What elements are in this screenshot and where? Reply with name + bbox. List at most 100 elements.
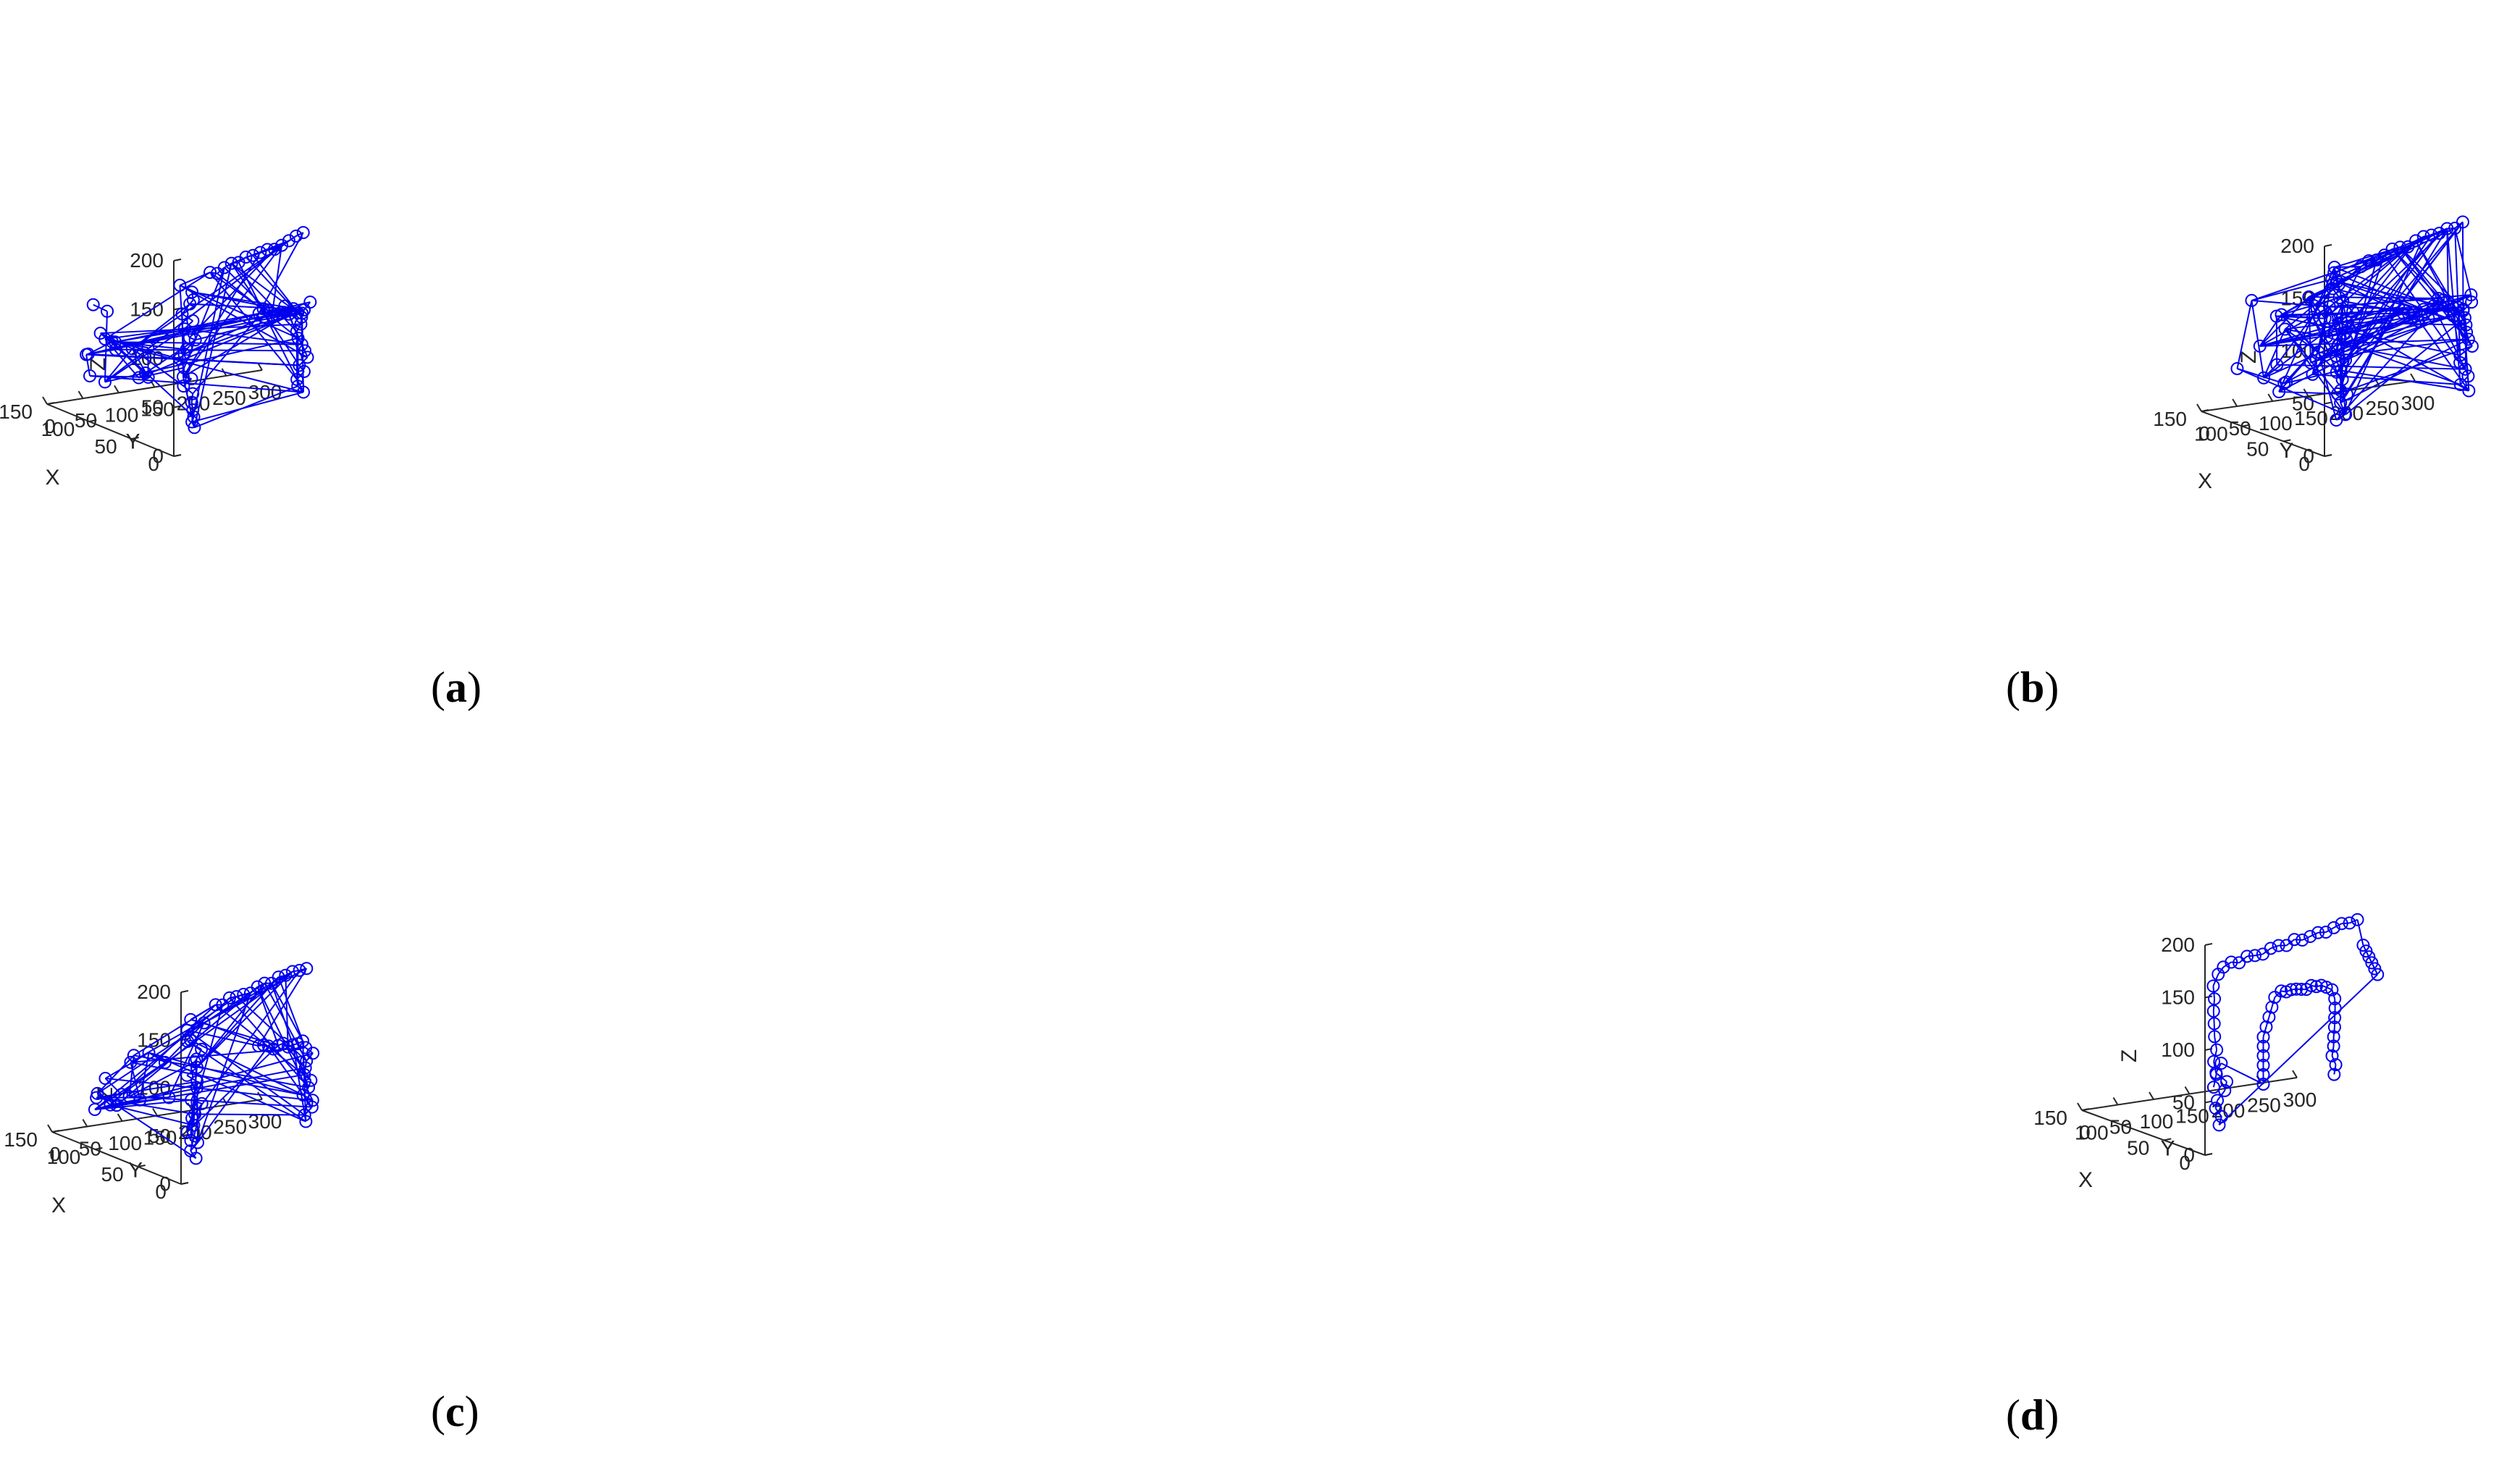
data-point-marker [2343, 916, 2356, 930]
x-tick-label: 0 [155, 1180, 167, 1203]
data-point-marker [2214, 1110, 2228, 1123]
series-segment [96, 1054, 135, 1094]
data-point-marker [2253, 339, 2267, 353]
series-segment [2335, 301, 2344, 356]
data-point-marker [2464, 288, 2478, 302]
series-segment [112, 340, 187, 351]
series-segment [295, 324, 302, 332]
data-point-marker [2280, 375, 2293, 389]
x-tick-mark [180, 1182, 189, 1185]
y-tick-label: 300 [2283, 1089, 2317, 1111]
z-tick-label: 100 [2161, 1039, 2195, 1061]
series-segment [96, 1081, 198, 1099]
data-point-marker [185, 285, 199, 299]
y-tick-label: 0 [44, 415, 56, 437]
data-point-marker [2278, 322, 2292, 336]
y-tick-label: 300 [248, 1110, 282, 1133]
x-tick-label: 100 [2194, 423, 2228, 445]
series-segment [186, 1029, 306, 1116]
series-segment [2220, 1062, 2264, 1085]
z-tick-label: 200 [2280, 235, 2314, 257]
series-segment [89, 374, 304, 393]
y-tick-label: 150 [143, 1127, 177, 1149]
x-tick-mark [46, 402, 55, 405]
y-tick-label: 100 [105, 403, 139, 426]
x-tick-mark [2164, 1138, 2172, 1141]
z-axis-label: Z [2117, 1049, 2141, 1062]
z-tick-label: 0 [2183, 1144, 2195, 1166]
data-point-marker [2401, 306, 2415, 320]
series-segment [121, 970, 293, 1095]
data-point-marker [2465, 295, 2479, 309]
data-point-marker [2304, 978, 2318, 992]
x-tick-label: 50 [2246, 437, 2269, 460]
y-axis-label: Y [128, 1159, 143, 1183]
series-markers [88, 962, 320, 1165]
z-tick-mark [2324, 244, 2332, 247]
y-tick-mark [2184, 1086, 2191, 1095]
series-segment [194, 970, 301, 1115]
data-point-marker [2319, 926, 2332, 939]
data-point-marker [268, 243, 282, 256]
series-segment [2337, 345, 2473, 395]
data-point-marker [2206, 1081, 2220, 1094]
series-segment [182, 376, 192, 379]
data-point-marker [282, 234, 295, 248]
series-segment [2333, 923, 2343, 928]
series-segment [2461, 222, 2464, 311]
series-segment [222, 997, 230, 1006]
series-segment [238, 261, 304, 393]
data-point-marker [2422, 311, 2435, 325]
data-point-marker [98, 1072, 112, 1086]
data-point-marker [188, 1107, 202, 1121]
data-point-marker [2208, 1030, 2222, 1044]
data-point-marker [2327, 920, 2340, 934]
x-tick-mark [2324, 454, 2332, 457]
y-tick-mark [42, 396, 48, 405]
data-point-marker [2416, 230, 2430, 243]
data-point-marker [295, 337, 308, 351]
data-point-marker [261, 243, 274, 256]
series-segment [190, 1018, 279, 1047]
series-segment [2333, 1065, 2337, 1075]
data-point-marker [2302, 290, 2316, 303]
data-point-marker [190, 1061, 203, 1075]
series-segment [2334, 246, 2401, 269]
data-point-marker [2230, 361, 2244, 375]
y-tick-mark [2196, 403, 2202, 412]
data-point-marker [101, 304, 114, 318]
x-tick-label: 150 [2153, 408, 2187, 430]
data-point-marker [186, 387, 200, 400]
data-point-marker [216, 998, 230, 1012]
y-axis-label: Y [2160, 1137, 2175, 1161]
series-segment [2346, 228, 2448, 395]
data-point-marker [252, 306, 266, 320]
data-point-marker [195, 1042, 209, 1056]
data-point-marker [127, 1049, 140, 1062]
y-tick-mark [2232, 398, 2238, 407]
data-point-marker [2440, 222, 2454, 235]
y-tick-label: 0 [49, 1143, 61, 1165]
data-point-marker [2459, 318, 2473, 332]
data-point-marker [114, 1088, 128, 1102]
series-segment [2337, 281, 2419, 322]
data-point-marker [2325, 1049, 2339, 1062]
y-tick-mark [257, 1091, 263, 1100]
x-tick-label: 150 [4, 1128, 38, 1151]
y-tick-label: 100 [2140, 1110, 2174, 1133]
data-point-marker [224, 256, 238, 270]
data-point-marker [2365, 956, 2379, 970]
y-tick-label: 250 [213, 1116, 247, 1138]
series-segment [2224, 1081, 2228, 1091]
series-segment [2325, 927, 2335, 933]
data-point-marker [2340, 316, 2354, 330]
data-point-marker [251, 980, 264, 994]
series-segment [2262, 947, 2272, 955]
data-point-marker [109, 343, 122, 356]
data-point-marker [2424, 228, 2438, 242]
series-segment [2454, 228, 2461, 356]
series-segment [116, 1104, 197, 1159]
series-segment [193, 1059, 198, 1125]
series-segment [2278, 267, 2335, 393]
